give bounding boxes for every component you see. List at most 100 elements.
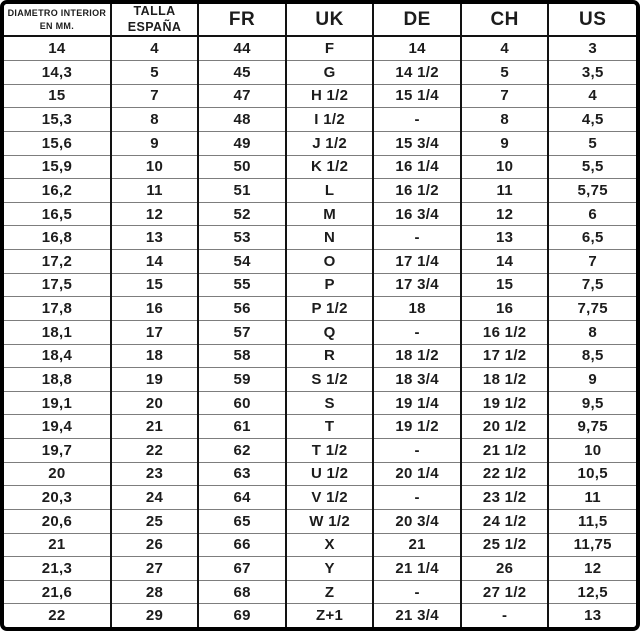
table-cell: 7,75 xyxy=(547,296,636,321)
table-cell: 19 xyxy=(109,367,199,392)
table-cell: 14 xyxy=(459,249,549,274)
table-cell: 10 xyxy=(547,438,636,463)
table-cell: 9 xyxy=(547,367,636,392)
table-cell: 21 xyxy=(109,414,199,439)
table-cell: 18 xyxy=(372,296,461,321)
table-cell: 5,75 xyxy=(547,178,636,203)
table-cell: 26 xyxy=(109,532,199,557)
table-cell: 17 xyxy=(109,319,199,345)
table-cell: - xyxy=(372,438,461,463)
table-cell: H 1/2 xyxy=(284,83,374,108)
column-header-diametro-interior-mm: DIAMETRO INTERIOR EN MM. xyxy=(4,4,111,38)
table-cell: 21 1/2 xyxy=(459,438,549,463)
table-cell: P 1/2 xyxy=(284,296,374,321)
table-cell: 25 1/2 xyxy=(459,532,549,557)
table-cell: 4 xyxy=(459,35,549,61)
table-cell: 59 xyxy=(197,367,286,392)
table-cell: 15,6 xyxy=(4,130,111,156)
table-row: 15 7 47 H 1/2 15 1/4 7 4 xyxy=(4,83,636,108)
table-cell: 16 1/2 xyxy=(372,178,461,203)
table-cell: V 1/2 xyxy=(284,485,374,510)
table-cell: 17,5 xyxy=(4,272,111,297)
table-cell: 68 xyxy=(197,579,286,604)
table-row: 22 29 69 Z+1 21 3/4-13 xyxy=(4,603,636,627)
table-cell: 8 xyxy=(547,319,636,345)
table-cell: N xyxy=(284,225,374,250)
table-cell: 11 xyxy=(547,485,636,510)
table-cell: 14,3 xyxy=(4,60,111,85)
table-cell: 21 1/4 xyxy=(372,556,461,581)
table-cell: 11,75 xyxy=(547,532,636,557)
table-cell: 18,8 xyxy=(4,367,111,392)
table-cell: 6 xyxy=(547,201,636,226)
table-cell: 69 xyxy=(197,603,286,627)
table-cell: 19,7 xyxy=(4,438,111,463)
table-cell: - xyxy=(372,485,461,510)
table-row: 18,1 17 57 Q -16 1/2 8 xyxy=(4,319,636,345)
table-cell: 51 xyxy=(197,178,286,203)
column-header-talla-espana: TALLA ESPAÑA xyxy=(109,4,199,38)
table-cell: K 1/2 xyxy=(284,154,374,179)
table-cell: 49 xyxy=(197,130,286,156)
table-cell: 11 xyxy=(109,178,199,203)
table-cell: 17,2 xyxy=(4,249,111,274)
table-row: 15,3 8 48 I 1/2-8 4,5 xyxy=(4,107,636,132)
table-cell: G xyxy=(284,60,374,85)
table-row: 20,3 24 64 V 1/2-23 1/2 11 xyxy=(4,485,636,510)
table-row: 14,3 5 45 G 14 1/2 5 3,5 xyxy=(4,60,636,85)
table-cell: - xyxy=(372,319,461,345)
table-cell: 28 xyxy=(109,579,199,604)
table-cell: 20 xyxy=(4,461,111,486)
table-cell: 3,5 xyxy=(547,60,636,85)
table-cell: 9 xyxy=(109,130,199,156)
table-cell: Z+1 xyxy=(284,603,374,627)
table-cell: 4 xyxy=(547,83,636,108)
table-cell: 17 1/4 xyxy=(372,249,461,274)
table-cell: 22 xyxy=(4,603,111,627)
table-cell: 3 xyxy=(547,35,636,61)
table-cell: 25 xyxy=(109,508,199,534)
table-cell: 21 3/4 xyxy=(372,603,461,627)
table-cell: 62 xyxy=(197,438,286,463)
table-cell: 11,5 xyxy=(547,508,636,534)
table-cell: 5 xyxy=(109,60,199,85)
table-cell: 21,3 xyxy=(4,556,111,581)
table-cell: 57 xyxy=(197,319,286,345)
table-cell: 48 xyxy=(197,107,286,132)
table-cell: 19 1/2 xyxy=(459,390,549,415)
table-row: 20 23 63 U 1/2 20 1/4 22 1/2 10,5 xyxy=(4,461,636,486)
table-cell: 14 xyxy=(4,35,111,61)
table-row: 14 4 44 F 14 4 3 xyxy=(4,35,636,61)
table-cell: 15,9 xyxy=(4,154,111,179)
table-cell: 9 xyxy=(459,130,549,156)
table-cell: 63 xyxy=(197,461,286,486)
table-cell: 12,5 xyxy=(547,579,636,604)
column-header-de: DE xyxy=(372,4,461,38)
table-cell: 22 1/2 xyxy=(459,461,549,486)
table-cell: 16 3/4 xyxy=(372,201,461,226)
table-cell: 9,5 xyxy=(547,390,636,415)
table-body: 14 4 44 F 14 4 3 14,3 5 45 G 14 1/2 5 3,5 15 7 47 H 1/2 15… xyxy=(4,35,636,627)
table-cell: 14 xyxy=(109,249,199,274)
table-cell: U 1/2 xyxy=(284,461,374,486)
table-cell: Z xyxy=(284,579,374,604)
table-cell: 60 xyxy=(197,390,286,415)
table-cell: 23 xyxy=(109,461,199,486)
table-cell: 20 1/2 xyxy=(459,414,549,439)
table-row: 17,5 15 55 P 17 3/4 15 7,5 xyxy=(4,272,636,297)
table-cell: 7 xyxy=(109,83,199,108)
table-cell: 27 xyxy=(109,556,199,581)
table-cell: 17 1/2 xyxy=(459,343,549,368)
table-cell: 16 xyxy=(459,296,549,321)
table-cell: 16,8 xyxy=(4,225,111,250)
table-cell: T xyxy=(284,414,374,439)
table-cell: 15,3 xyxy=(4,107,111,132)
table-cell: S xyxy=(284,390,374,415)
table-cell: 21 xyxy=(372,532,461,557)
table-row: 19,4 21 61 T 19 1/2 20 1/2 9,75 xyxy=(4,414,636,439)
table-row: 16,8 13 53 N -13 6,5 xyxy=(4,225,636,250)
table-cell: 58 xyxy=(197,343,286,368)
table-cell: 20 1/4 xyxy=(372,461,461,486)
table-cell: 5 xyxy=(459,60,549,85)
table-cell: 19 1/2 xyxy=(372,414,461,439)
